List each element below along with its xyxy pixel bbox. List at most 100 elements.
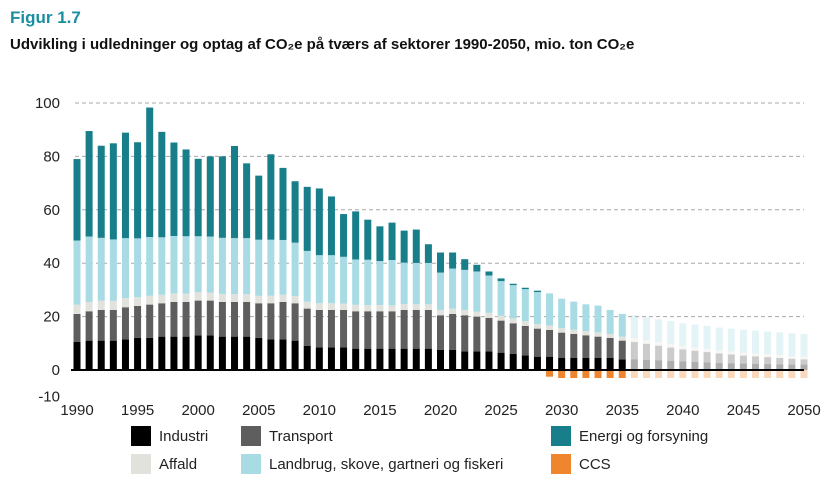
bar-2033-series-2 bbox=[594, 332, 602, 337]
bar-2010-series-0 bbox=[315, 347, 323, 370]
bar-1997-series-4 bbox=[158, 131, 166, 238]
bar-2009-series-2 bbox=[303, 301, 311, 309]
bar-2014-series-4 bbox=[364, 219, 372, 260]
bar-2003-series-4 bbox=[231, 145, 239, 239]
bar-2026-series-2 bbox=[509, 318, 517, 324]
bar-1992-series-0 bbox=[97, 340, 105, 370]
bar-2046-series-2 bbox=[752, 353, 760, 357]
bar-2013-series-1 bbox=[352, 311, 360, 349]
bar-1996-series-1 bbox=[146, 304, 154, 338]
bar-2041-series-0 bbox=[691, 361, 699, 370]
bar-2016-series-2 bbox=[388, 305, 396, 312]
bar-2012-series-1 bbox=[340, 309, 348, 348]
bar-2004-series-2 bbox=[243, 294, 251, 302]
bar-2006-series-1 bbox=[267, 303, 275, 340]
bar-1995-series-0 bbox=[134, 337, 142, 370]
bar-2020-series-4 bbox=[437, 252, 444, 273]
bar-2047-series-5 bbox=[764, 370, 772, 379]
bar-2032-series-0 bbox=[582, 357, 590, 370]
bar-2000-series-1 bbox=[194, 300, 202, 336]
bar-2050-series-3 bbox=[800, 333, 808, 357]
bar-2019-series-3 bbox=[424, 262, 432, 305]
bar-2012-series-2 bbox=[340, 303, 348, 310]
bar-2005-series-3 bbox=[255, 239, 263, 296]
bar-2044-series-1 bbox=[727, 354, 735, 364]
bar-2042-series-0 bbox=[703, 362, 711, 370]
bar-2014-series-1 bbox=[364, 311, 372, 349]
bar-2000-series-0 bbox=[194, 335, 202, 370]
bar-2015-series-4 bbox=[376, 226, 384, 262]
bar-2029-series-0 bbox=[546, 356, 554, 370]
bar-2038-series-5 bbox=[655, 370, 663, 379]
bar-2021-series-3 bbox=[449, 268, 457, 309]
bar-2038-series-1 bbox=[655, 345, 663, 361]
bar-2014-series-3 bbox=[364, 259, 372, 306]
bar-2001-series-3 bbox=[206, 236, 214, 293]
bar-2001-series-0 bbox=[206, 335, 214, 370]
bar-2000-series-2 bbox=[194, 292, 202, 301]
bar-2002-series-1 bbox=[218, 301, 226, 337]
bar-2039-series-0 bbox=[667, 360, 675, 370]
bar-2025-series-1 bbox=[497, 320, 505, 353]
bar-2034-series-3 bbox=[606, 309, 614, 334]
bar-1995-series-3 bbox=[134, 238, 142, 298]
bar-1993-series-4 bbox=[109, 143, 117, 240]
bar-2010-series-3 bbox=[315, 255, 323, 304]
bar-2039-series-3 bbox=[667, 321, 675, 344]
bar-2027-series-4 bbox=[521, 287, 529, 290]
bar-1992-series-4 bbox=[97, 145, 105, 238]
bar-1991-series-1 bbox=[85, 311, 93, 341]
bar-2019-series-0 bbox=[424, 348, 432, 370]
bar-2010-series-2 bbox=[315, 303, 323, 310]
bar-2045-series-3 bbox=[739, 329, 747, 353]
bar-2015-series-2 bbox=[376, 305, 384, 312]
bar-2049-series-2 bbox=[788, 356, 796, 359]
bar-2011-series-1 bbox=[327, 309, 335, 348]
bar-2015-series-0 bbox=[376, 348, 384, 370]
bar-2030-series-2 bbox=[558, 328, 566, 333]
bar-2015-series-3 bbox=[376, 261, 384, 306]
x-tick-label: 2025 bbox=[484, 402, 517, 419]
bar-2041-series-1 bbox=[691, 350, 699, 362]
bar-1994-series-2 bbox=[121, 298, 129, 308]
bar-2011-series-3 bbox=[327, 255, 335, 304]
bar-2018-series-4 bbox=[412, 229, 420, 263]
bar-2004-series-3 bbox=[243, 238, 251, 295]
bar-2008-series-4 bbox=[291, 181, 299, 243]
y-tick-label: 0 bbox=[52, 362, 60, 379]
bar-2025-series-0 bbox=[497, 352, 505, 370]
bar-2025-series-3 bbox=[497, 281, 505, 316]
bar-2041-series-3 bbox=[691, 324, 699, 348]
bar-2046-series-5 bbox=[752, 370, 760, 379]
bar-2036-series-0 bbox=[630, 359, 638, 370]
bar-2014-series-0 bbox=[364, 348, 372, 370]
y-tick-label: 20 bbox=[43, 309, 60, 326]
bar-2033-series-5 bbox=[594, 370, 602, 379]
bar-2003-series-3 bbox=[231, 238, 239, 295]
bar-2042-series-2 bbox=[703, 348, 711, 353]
bar-2031-series-0 bbox=[570, 357, 578, 370]
bar-2003-series-0 bbox=[231, 336, 239, 370]
bar-1991-series-0 bbox=[85, 340, 93, 370]
bar-2000-series-4 bbox=[194, 158, 202, 237]
bar-2033-series-0 bbox=[594, 357, 602, 370]
x-tick-label: 2050 bbox=[787, 402, 820, 419]
bar-2035-series-2 bbox=[618, 336, 626, 341]
bar-1999-series-1 bbox=[182, 301, 190, 337]
bar-2001-series-4 bbox=[206, 156, 214, 237]
bar-2044-series-2 bbox=[727, 351, 735, 355]
bar-1999-series-0 bbox=[182, 336, 190, 370]
bar-2027-series-0 bbox=[521, 355, 529, 370]
x-tick-label: 2000 bbox=[181, 402, 214, 419]
bar-2029-series-3 bbox=[546, 293, 554, 326]
bar-2035-series-5 bbox=[618, 370, 626, 379]
bar-2030-series-1 bbox=[558, 332, 566, 358]
bar-2014-series-2 bbox=[364, 305, 372, 312]
bar-2024-series-4 bbox=[485, 271, 493, 276]
bar-2003-series-1 bbox=[231, 301, 239, 337]
bar-1998-series-4 bbox=[170, 142, 178, 236]
bar-2012-series-4 bbox=[340, 214, 348, 257]
bar-1994-series-0 bbox=[121, 339, 129, 370]
bar-2031-series-2 bbox=[570, 329, 578, 334]
bar-1992-series-2 bbox=[97, 300, 105, 310]
